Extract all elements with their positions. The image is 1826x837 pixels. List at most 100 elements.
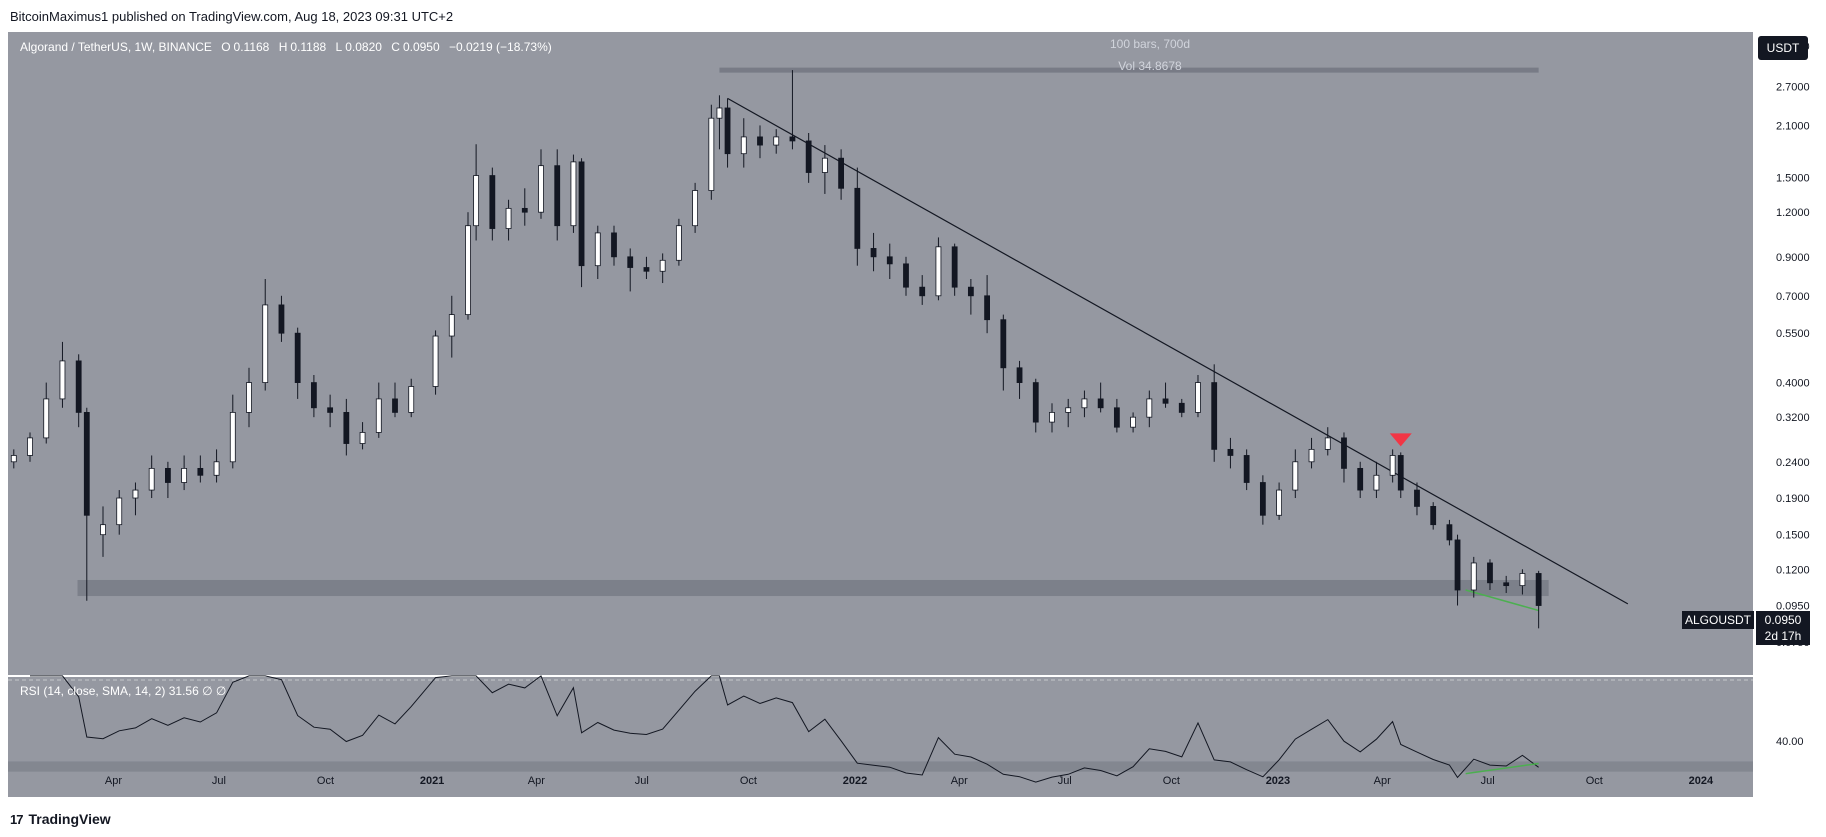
candle (375, 382, 382, 438)
close-value: 0.0950 (402, 40, 440, 54)
low-label: L (335, 40, 343, 54)
candle (75, 354, 82, 428)
rsi-extra-2: ∅ (215, 684, 227, 698)
candle (1243, 449, 1250, 491)
candle (821, 145, 828, 194)
time-axis-tick: Jul (212, 775, 226, 787)
candle-body (1389, 455, 1396, 476)
candle (1032, 378, 1039, 433)
candle-body (294, 332, 301, 383)
candle (773, 129, 780, 154)
time-axis-tick: 2023 (1266, 775, 1290, 787)
time-axis-tick: 2024 (1689, 775, 1714, 787)
candle-body (213, 461, 220, 476)
candle-body (1211, 382, 1218, 450)
candle-body (1357, 467, 1364, 491)
candle-body (740, 136, 747, 155)
candle-body (1341, 437, 1347, 469)
candle (919, 275, 926, 305)
candle-body (1519, 573, 1526, 587)
candle (1324, 427, 1331, 456)
candle (1081, 390, 1088, 418)
candle (278, 295, 285, 342)
candle-body (1308, 448, 1315, 463)
candle-body (1146, 398, 1153, 418)
candle-body (643, 267, 650, 272)
candle-body (1049, 412, 1055, 423)
candle-body (789, 136, 796, 142)
price-axis-tick: 0.1900 (1776, 493, 1810, 505)
candle (59, 341, 66, 408)
candle (116, 490, 123, 535)
candle-body (1000, 319, 1007, 369)
candle (473, 144, 480, 241)
candle (1503, 575, 1510, 593)
candle-body (692, 190, 699, 227)
candle (716, 95, 723, 150)
candle (359, 422, 366, 450)
candle-body (246, 382, 252, 413)
candle (310, 375, 317, 418)
support-zone (77, 579, 1549, 597)
candle-body (659, 259, 666, 272)
candle-body (1373, 474, 1380, 491)
candle (1397, 452, 1404, 499)
candle (392, 382, 398, 418)
price-axis-tick: 0.7000 (1776, 291, 1810, 303)
candle-body (1324, 437, 1331, 450)
candle-body (1178, 402, 1185, 413)
candle (1414, 482, 1420, 516)
tradingview-logo[interactable]: 17 TradingView (10, 811, 111, 827)
candle (1373, 461, 1380, 499)
candle (505, 199, 512, 241)
price-divergence-line (1465, 589, 1539, 612)
rsi-legend: RSI (14, close, SMA, 14, 2) 31.56 ∅ ∅ (20, 684, 226, 698)
price-chart[interactable]: 3.50002.70002.10001.50001.20000.90000.70… (8, 32, 1818, 800)
candle (903, 256, 909, 296)
candle-body (1430, 506, 1437, 526)
candle (1000, 314, 1007, 391)
candle-body (1535, 573, 1542, 606)
candle (448, 295, 455, 358)
bar-countdown: 2d 17h (1764, 629, 1802, 643)
price-axis-tick: 1.5000 (1776, 173, 1810, 185)
candle-body (229, 412, 236, 463)
candle-body (1470, 562, 1477, 591)
candle-body (181, 467, 188, 483)
candle-body (1446, 524, 1453, 541)
candle-body (984, 295, 991, 321)
candle (1227, 437, 1234, 469)
candle (10, 449, 17, 469)
candle (1065, 398, 1072, 428)
candle-body (773, 136, 780, 146)
candle (1276, 482, 1282, 520)
price-axis-tick: 0.1500 (1776, 530, 1810, 542)
candle-body (594, 232, 601, 267)
candle-body (611, 232, 617, 258)
candle-body (886, 256, 893, 265)
currency-button[interactable]: USDT (1758, 36, 1808, 60)
symbol-legend: Algorand / TetherUS, 1W, BINANCE O 0.1168… (20, 40, 552, 54)
candle-body (1113, 407, 1120, 428)
rsi-label-text: RSI (14, close, SMA, 14, 2) (20, 684, 166, 698)
candle-body (278, 304, 285, 334)
candle-body (59, 360, 66, 400)
candle (327, 394, 334, 428)
candle-body (148, 467, 155, 491)
candle-body (43, 398, 50, 439)
ruler-bars-info: 100 bars, 700d (1109, 37, 1191, 51)
candle (870, 232, 877, 272)
time-axis-tick: Oct (317, 775, 334, 787)
candle-body (1065, 407, 1072, 413)
tradingview-logo-icon: 17 (10, 812, 24, 827)
candle-body (870, 248, 877, 258)
candle-body (903, 263, 909, 288)
candle (465, 212, 471, 320)
candle (1016, 360, 1023, 399)
candle-body (1503, 582, 1510, 587)
candle-body (100, 524, 106, 536)
candle (294, 327, 301, 399)
candle-body (343, 412, 350, 444)
candle (1097, 382, 1104, 413)
candle-body (408, 386, 415, 413)
